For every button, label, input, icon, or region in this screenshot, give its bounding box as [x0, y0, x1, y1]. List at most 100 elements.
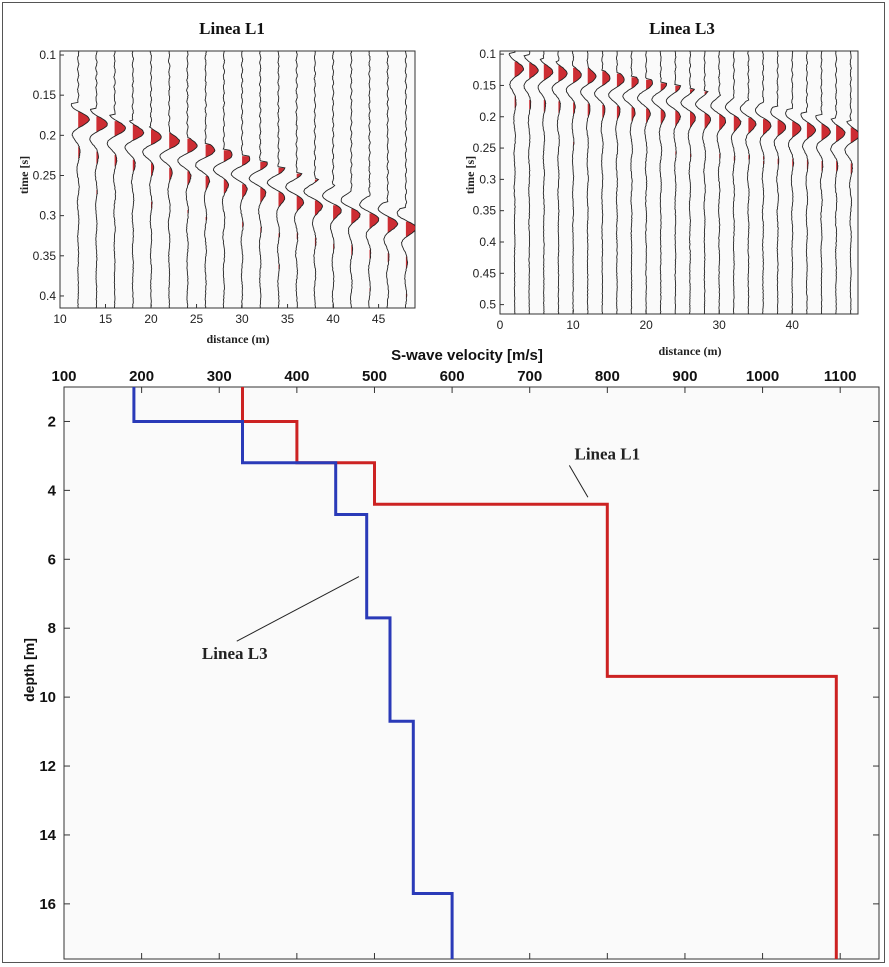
- trace-fill: [602, 104, 605, 118]
- seismic-trace: [212, 51, 233, 308]
- seismic-trace: [830, 51, 846, 314]
- trace-fill: [169, 132, 180, 150]
- trace-fill: [132, 124, 144, 141]
- trace-fill: [187, 171, 192, 186]
- plot-frame: [63, 386, 880, 960]
- annotation-leader: [236, 576, 360, 642]
- x-tick-label: 700: [517, 368, 542, 385]
- seismic-trace: [142, 51, 162, 308]
- trace-fill: [242, 184, 248, 200]
- x-tick-label: 40: [326, 312, 340, 326]
- y-tick-label: 0.45: [473, 266, 497, 280]
- trace-fill: [719, 114, 726, 130]
- x-tick-label: 45: [372, 312, 386, 326]
- x-tick-label: 20: [144, 312, 158, 326]
- seismic-trace: [70, 51, 91, 308]
- x-axis-ticks: 0 10 20 30 40: [497, 310, 799, 332]
- trace-fill: [558, 65, 568, 83]
- x-tick-label: 100: [51, 368, 76, 385]
- seismic-trace: [106, 51, 126, 308]
- trace-fill: [205, 176, 210, 190]
- seismic-trace: [359, 51, 380, 308]
- seismic-trace: [815, 51, 831, 314]
- trace-fill: [763, 119, 771, 135]
- x-tick-label: 20: [639, 318, 653, 332]
- seismic-trace: [89, 51, 108, 308]
- seismic-trace: [124, 51, 145, 308]
- x-tick-label: 25: [190, 312, 204, 326]
- y-tick-label: 0.1: [479, 47, 496, 61]
- y-tick-label: 14: [39, 827, 56, 844]
- x-axis-ticks: 100 200 300 400 500 600 700 800 900 1000 1100: [51, 368, 856, 959]
- seismogram-panel-l1: Linea L1 10 15 20 25 30 35 40 45 0.1 0.15 0.2 0.25…: [17, 19, 416, 346]
- seismic-trace: [508, 51, 525, 314]
- y-tick-label: 0.3: [479, 172, 496, 186]
- trace-fill: [660, 109, 666, 124]
- seismic-trace: [159, 51, 181, 308]
- seismic-trace: [770, 51, 787, 314]
- seismic-trace: [195, 51, 216, 308]
- seismic-trace: [377, 51, 399, 308]
- x-tick-label: 30: [713, 318, 727, 332]
- seismogram-panel-l3: Linea L3 0 10 20 30 40 0.1 0.15 0.2 0.25 0.3 0.35…: [463, 19, 859, 358]
- seismic-trace: [651, 51, 668, 314]
- trace-fill: [631, 77, 639, 89]
- trace-fill: [792, 121, 801, 138]
- y-tick-label: 0.1: [39, 48, 56, 62]
- y-tick-label: 10: [39, 689, 56, 706]
- seismic-trace: [322, 51, 342, 308]
- trace-fill: [205, 144, 215, 158]
- seismic-trace: [177, 51, 198, 308]
- y-tick-label: 8: [48, 620, 56, 637]
- x-tick-label: 1100: [824, 368, 857, 385]
- seismic-trace: [248, 51, 268, 308]
- x-tick-label: 200: [129, 368, 154, 385]
- x-tick-label: 10: [566, 318, 580, 332]
- y-axis-ticks: 0.1 0.15 0.2 0.25 0.3 0.35 0.4: [33, 48, 64, 303]
- trace-fill: [836, 125, 846, 142]
- seismic-trace: [594, 51, 611, 314]
- trace-fill: [631, 107, 636, 122]
- x-axis-label: distance (m): [659, 344, 722, 358]
- y-axis-ticks: 0.1 0.15 0.2 0.25 0.3 0.35 0.4 0.45 0.5: [473, 47, 504, 312]
- trace-group: [70, 51, 415, 308]
- trace-fill: [351, 208, 361, 224]
- trace-fill: [405, 221, 415, 237]
- x-tick-label: 400: [284, 368, 309, 385]
- trace-fill: [646, 108, 651, 123]
- seismic-trace: [565, 51, 582, 314]
- seismic-trace: [739, 51, 757, 314]
- seismic-trace: [266, 51, 286, 308]
- trace-fill: [405, 256, 408, 269]
- trace-fill: [223, 150, 233, 162]
- seismic-trace: [844, 51, 858, 314]
- y-tick-label: 0.4: [39, 289, 56, 303]
- seismic-trace: [551, 51, 568, 314]
- seismic-trace: [303, 51, 323, 308]
- seismic-trace: [608, 51, 625, 314]
- y-tick-label: 2: [48, 413, 56, 430]
- trace-fill: [333, 205, 342, 221]
- trace-fill: [260, 187, 266, 203]
- trace-fill: [242, 156, 250, 166]
- seismic-trace: [396, 51, 415, 308]
- series-line-linea-l1: [241, 387, 838, 959]
- seismic-trace: [710, 51, 727, 314]
- velocity-axis-title: S-wave velocity [m/s]: [391, 347, 543, 364]
- seismic-trace: [637, 51, 653, 314]
- trace-fill: [514, 61, 524, 78]
- seismic-trace: [340, 51, 361, 308]
- trace-fill: [369, 213, 379, 229]
- trace-fill: [690, 112, 696, 128]
- trace-fill: [387, 216, 398, 234]
- x-tick-label: 15: [99, 312, 113, 326]
- seismic-trace: [580, 51, 597, 314]
- series-group: [132, 387, 838, 959]
- y-tick-label: 0.35: [33, 249, 57, 263]
- y-tick-label: 6: [48, 551, 56, 568]
- x-axis-label: distance (m): [207, 332, 270, 346]
- x-tick-label: 0: [497, 318, 504, 332]
- y-tick-label: 0.35: [473, 204, 497, 218]
